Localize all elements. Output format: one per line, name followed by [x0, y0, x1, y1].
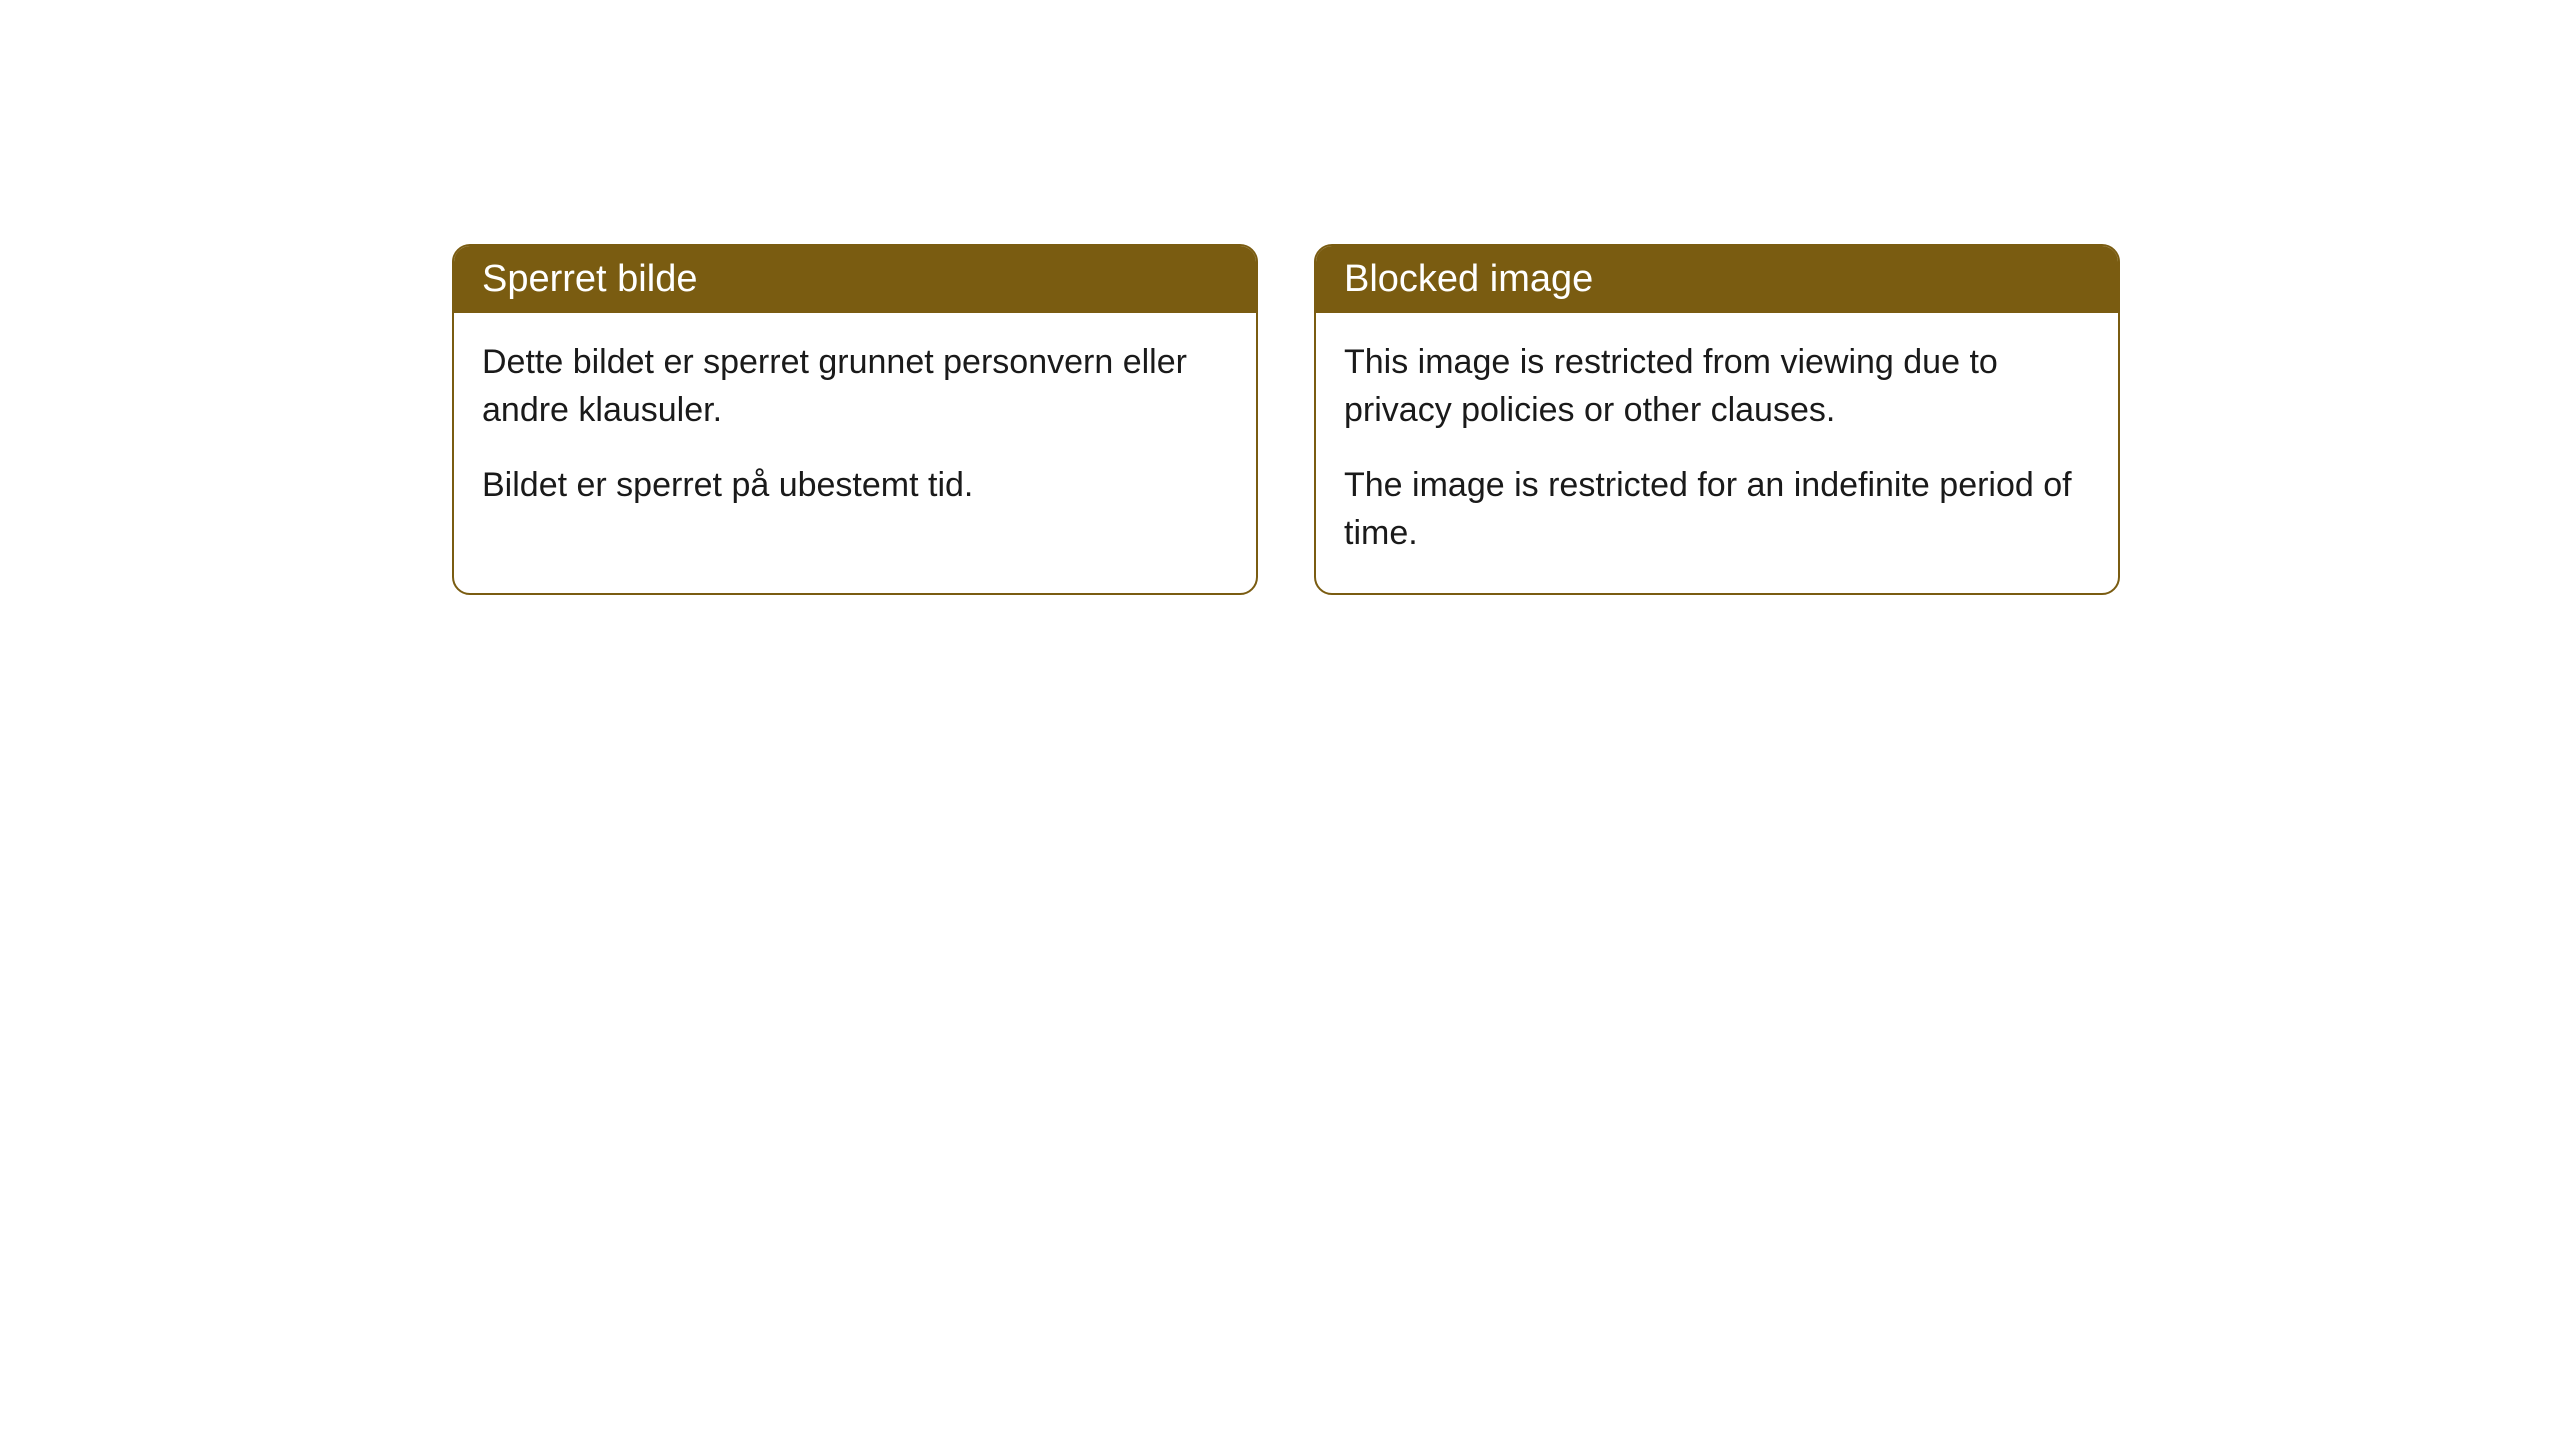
blocked-image-card-no: Sperret bilde Dette bildet er sperret gr…	[452, 244, 1258, 595]
card-body-no: Dette bildet er sperret grunnet personve…	[454, 313, 1256, 546]
card-title-en: Blocked image	[1316, 246, 2118, 313]
card-paragraph-2-en: The image is restricted for an indefinit…	[1344, 462, 2090, 557]
blocked-image-card-en: Blocked image This image is restricted f…	[1314, 244, 2120, 595]
card-title-no: Sperret bilde	[454, 246, 1256, 313]
notice-cards-container: Sperret bilde Dette bildet er sperret gr…	[452, 244, 2120, 595]
card-body-en: This image is restricted from viewing du…	[1316, 313, 2118, 593]
card-paragraph-1-no: Dette bildet er sperret grunnet personve…	[482, 339, 1228, 434]
card-paragraph-2-no: Bildet er sperret på ubestemt tid.	[482, 462, 1228, 510]
card-paragraph-1-en: This image is restricted from viewing du…	[1344, 339, 2090, 434]
